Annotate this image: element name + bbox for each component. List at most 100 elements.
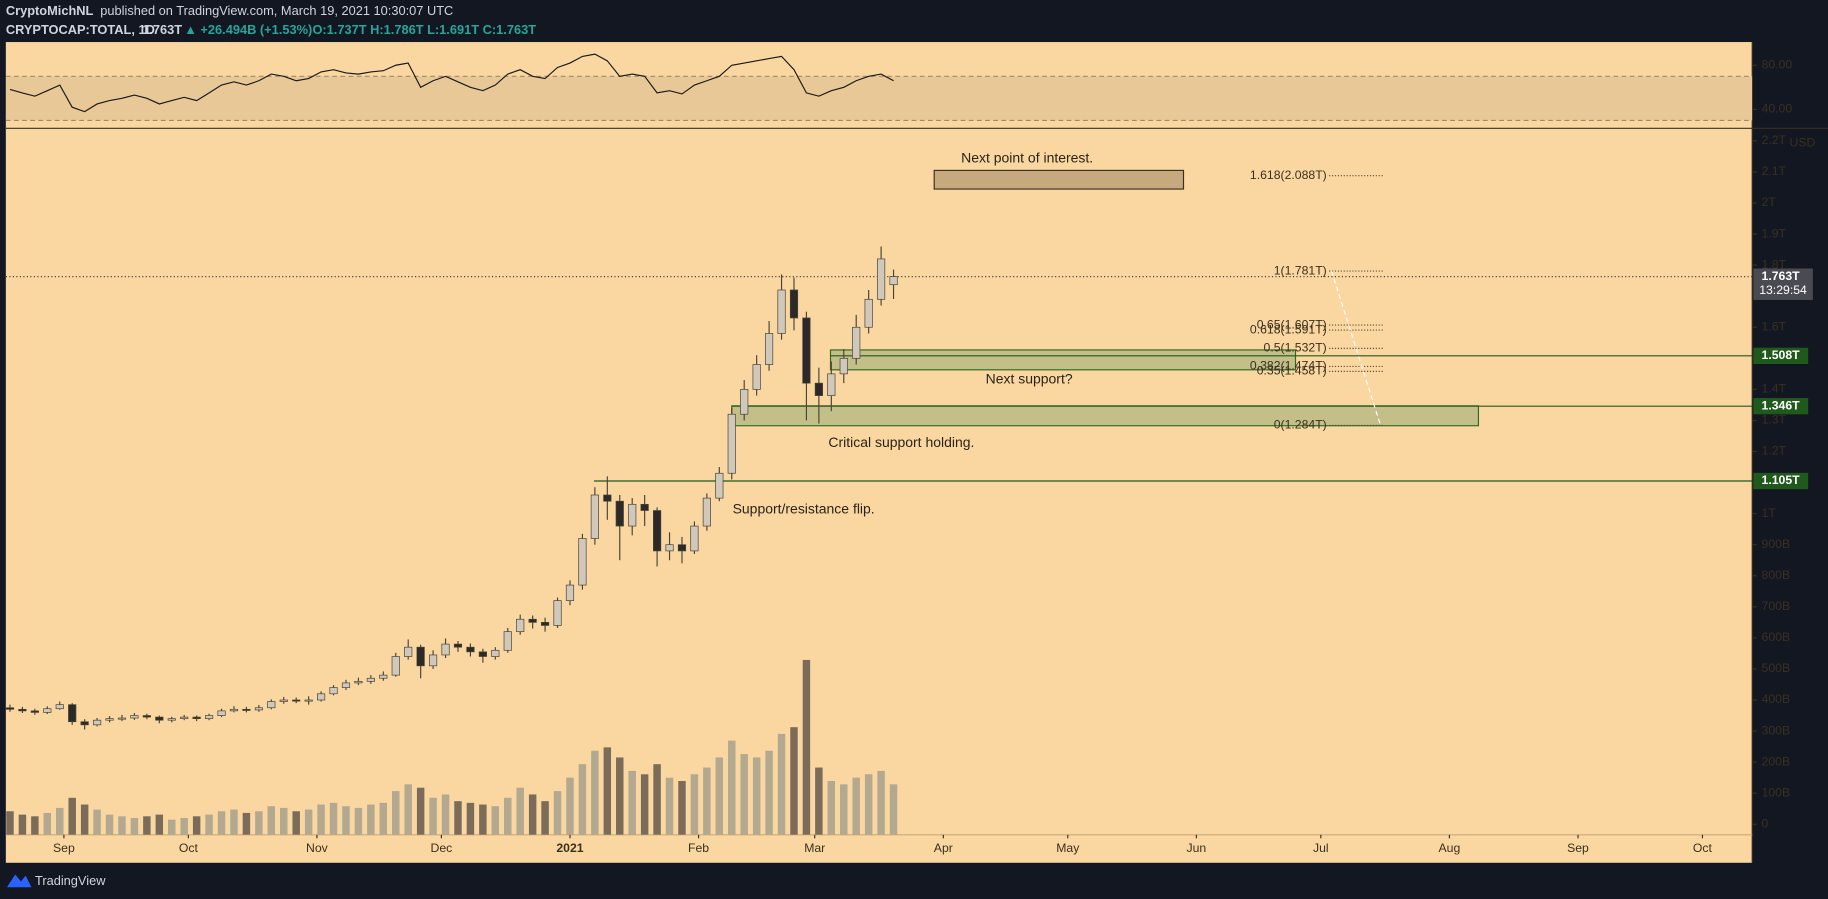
candle-body [653,510,662,552]
candle-body [603,494,612,502]
candle-body [578,538,587,586]
volume-bar [155,814,164,835]
candle-body [727,413,736,474]
fib-trend [1331,270,1382,426]
candle-body [814,382,823,396]
volume-bar [454,801,462,835]
last-price-label: 1.763T [1762,269,1801,283]
volume-bar [479,804,487,835]
rsi-tick-label: 40.00 [1762,102,1793,116]
level-note: Support/resistance flip. [733,500,875,516]
candle-body [690,525,699,552]
y-tick-label: 2T [1762,195,1777,209]
volume-bar [616,757,624,835]
volume-bar [68,797,76,835]
candle-body [267,701,276,709]
candle-body [379,674,388,679]
volume-bar [80,804,89,835]
candle-body [752,364,761,390]
candle-body [341,682,351,688]
candle-body [167,718,176,721]
candle-body [478,651,487,657]
candle-body [304,699,313,702]
volume-bar [653,764,661,835]
y-tick-label: 1.6T [1762,319,1787,333]
candle-body [155,716,164,721]
volume-bar [105,814,114,835]
candle-body [354,681,363,684]
zone [933,169,1185,190]
candle-body [279,699,288,702]
candle-body [68,704,77,723]
volume-bar [43,812,52,835]
candle-body [441,643,450,656]
x-tick-label: Nov [306,841,329,855]
x-tick-label: Mar [804,841,825,855]
fib-label: 1(1.781T) [1274,263,1327,277]
axes: 0 100B 200B 300B 400B 500B 600B 700B 800B 900B 1T 1… [53,57,1816,855]
candle-body [852,326,861,359]
y-tick-label: 1.3T [1762,413,1787,427]
x-tick-label: Jun [1186,841,1206,855]
level-tag [1753,397,1809,415]
volume-bar [752,757,761,835]
volume-bar [255,811,263,835]
volume-bar [31,816,39,835]
brand: TradingView [35,873,106,888]
volume-bar [143,816,151,835]
volume-bar [404,784,412,835]
y-tick-label: 100B [1762,785,1791,799]
candle-body [889,276,898,286]
x-tick-label: Feb [688,841,709,855]
y-tick-label: 1.9T [1762,226,1787,240]
fib-label: 0.5(1.532T) [1264,341,1327,355]
footer-logo: TradingView [6,873,106,888]
x-tick-label: Oct [179,841,199,855]
volume-bar [516,787,524,835]
volume-bar [180,817,188,835]
y-tick-label: 1T [1762,506,1777,520]
x-tick-label: Apr [934,841,953,855]
fib-label: 1.618(2.088T) [1250,168,1327,182]
candle-body [802,317,811,384]
volume-bar [441,794,450,835]
price-pane: Next point of interest. Next support? Crit… [5,149,1753,835]
volume-bar [18,814,27,835]
candle-body [777,289,786,334]
volume-bar [628,770,636,835]
candle-body [453,643,463,648]
volume-bar [765,750,773,835]
level-label: 1.508T [1762,348,1801,362]
candle-body [789,289,799,319]
candle-body [80,721,89,726]
x-tick-label: Sep [1567,841,1589,855]
candle-body [565,584,575,601]
volume-bar [877,770,885,835]
volume-bar [168,819,176,835]
volume-bar [690,774,699,835]
candle-body [5,707,15,710]
y-tick-label: 1.2T [1762,444,1787,458]
volume-bar [56,807,64,835]
zone-note: Next point of interest. [961,149,1093,165]
candle-body [466,646,475,653]
volume-bar [429,797,437,835]
volume-bar [93,809,101,835]
candle-body [839,357,848,375]
volume-bar [777,733,786,835]
candle-body [615,500,624,527]
volume-bar [578,764,587,835]
symbol: CRYPTOCAP:TOTAL, 1D [6,22,155,37]
candle-body [217,710,226,716]
candle-body [329,687,338,695]
candle-body [142,715,151,718]
candle-body [491,649,500,657]
candle-body [130,715,139,719]
volume-bar [329,802,338,835]
zone-note: Critical support holding. [828,434,974,450]
volume-bar [864,774,873,835]
y-tick-label: 2.2T [1762,133,1787,147]
currency: USD [1790,136,1816,150]
volume-bar [603,747,612,835]
candle-body [640,503,649,511]
